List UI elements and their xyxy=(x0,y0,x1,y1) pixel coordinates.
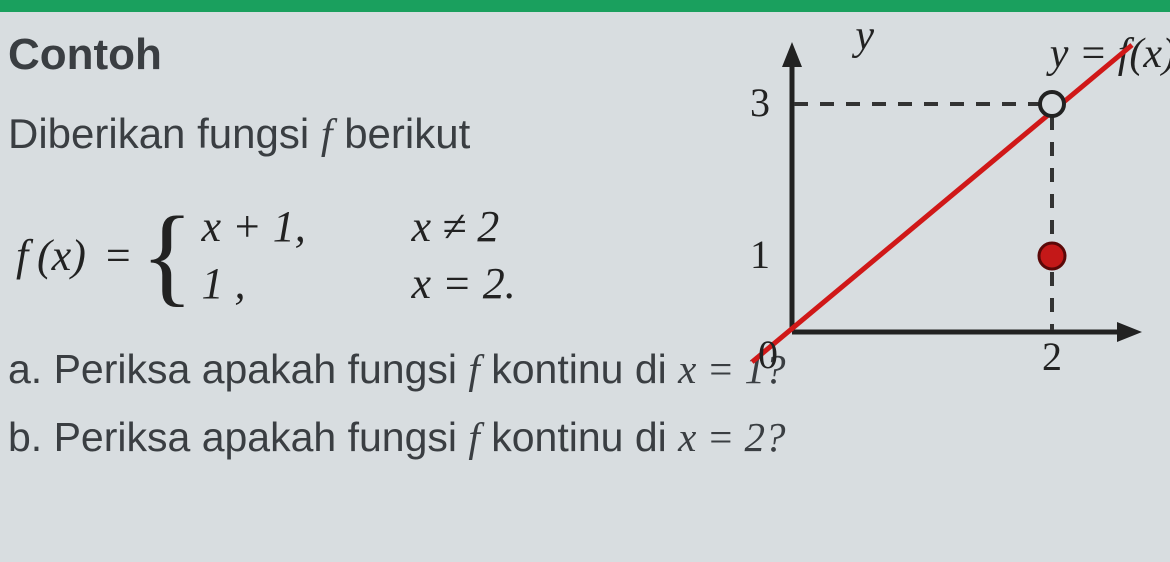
given-prefix: Diberikan fungsi xyxy=(8,110,309,157)
q-mid: kontinu di xyxy=(491,414,667,460)
q-cond: x = 2? xyxy=(678,414,785,460)
q-var: f xyxy=(468,346,479,392)
function-line xyxy=(752,45,1132,362)
piecewise-lhs: f (x) xyxy=(16,230,86,281)
case-expr: 1 , xyxy=(202,258,412,309)
tick-y-3: 3 xyxy=(750,80,770,125)
x-axis-arrow xyxy=(1117,322,1142,342)
tick-x-2: 2 xyxy=(1042,334,1062,372)
function-graph: 3 1 0 2 xyxy=(722,12,1152,372)
case-row: 1 , x = 2. xyxy=(202,258,516,309)
piecewise-brace: { xyxy=(141,214,194,297)
piecewise-cases: x + 1, x ≠ 2 1 , x = 2. xyxy=(202,201,516,309)
closed-point-icon xyxy=(1039,243,1065,269)
given-var: f xyxy=(321,112,333,158)
q-var: f xyxy=(468,414,479,460)
tick-y-1: 1 xyxy=(750,232,770,277)
q-prefix: a. Periksa apakah fungsi xyxy=(8,346,457,392)
q-prefix: b. Periksa apakah fungsi xyxy=(8,414,457,460)
given-suffix: berikut xyxy=(344,110,470,157)
piecewise-eq: = xyxy=(106,230,131,281)
case-expr: x + 1, xyxy=(202,201,412,252)
y-axis-arrow xyxy=(782,42,802,67)
q-mid: kontinu di xyxy=(491,346,667,392)
case-row: x + 1, x ≠ 2 xyxy=(202,201,516,252)
origin-label: 0 xyxy=(758,332,778,372)
case-cond: x ≠ 2 xyxy=(412,201,500,252)
open-point-icon xyxy=(1040,92,1064,116)
case-cond: x = 2. xyxy=(412,258,516,309)
question-b: b. Periksa apakah fungsi f kontinu di x … xyxy=(8,413,1170,461)
